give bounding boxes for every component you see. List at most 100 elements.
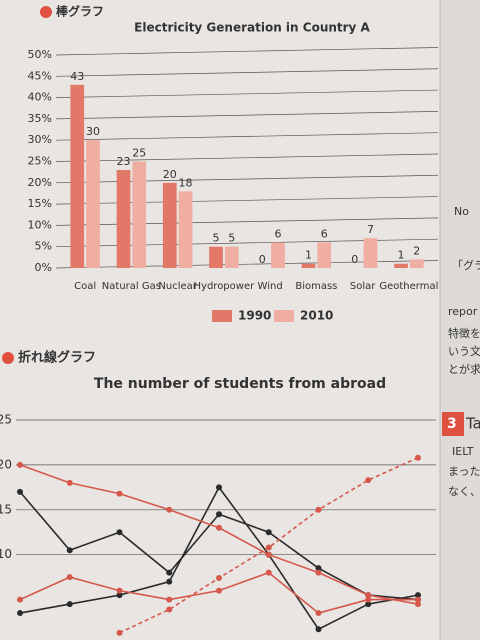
bar <box>224 246 239 268</box>
point <box>166 606 173 613</box>
y-tick-label: 20% <box>28 176 52 189</box>
point <box>216 587 222 594</box>
point <box>116 490 123 497</box>
x-tick-label: Geothermal <box>379 281 438 292</box>
y-tick-label: 50% <box>28 48 52 61</box>
bar <box>409 259 424 268</box>
value-label: 5 <box>213 232 220 245</box>
bar <box>178 191 193 268</box>
value-label: 1 <box>398 249 405 262</box>
y-tick-label: 5% <box>35 240 52 253</box>
bar <box>132 161 147 268</box>
value-label: 18 <box>178 176 192 189</box>
point <box>365 596 372 603</box>
point <box>415 592 421 599</box>
y-tick-label: 25 <box>0 413 12 427</box>
bar-heading: 棒グラフ <box>56 4 104 19</box>
point <box>17 461 23 468</box>
side-text: 「グラ <box>452 258 480 272</box>
point <box>166 506 173 513</box>
y-tick-label: 10 <box>0 547 12 561</box>
y-tick-label: 35% <box>28 112 52 125</box>
point <box>365 477 372 484</box>
value-label: 43 <box>70 70 84 83</box>
point <box>415 454 421 461</box>
y-tick-label: 0% <box>35 261 52 274</box>
bar <box>271 242 285 268</box>
bar <box>162 182 177 268</box>
point <box>17 596 23 603</box>
heading-icon <box>40 6 52 18</box>
y-tick-label: 25% <box>28 155 52 168</box>
line-heading: 折れ線グラフ <box>18 350 96 366</box>
x-tick-label: Coal <box>74 281 96 292</box>
grid-line <box>55 89 439 98</box>
point <box>415 596 421 603</box>
legend-swatch <box>274 310 294 322</box>
bar <box>301 263 316 268</box>
y-tick-label: 10% <box>28 218 52 231</box>
x-tick-label: Hydropower <box>194 281 256 292</box>
point <box>66 601 73 608</box>
side-text: 特徴を <box>448 326 480 340</box>
right-page <box>440 0 480 640</box>
point <box>216 511 222 518</box>
value-label: 7 <box>367 223 374 236</box>
value-label: 6 <box>321 227 328 240</box>
legend-swatch <box>212 310 232 322</box>
side-text: いう文 <box>448 344 480 358</box>
point <box>17 488 23 495</box>
y-tick-label: 40% <box>28 91 52 104</box>
point <box>166 596 173 603</box>
point <box>166 569 173 576</box>
chart-title: Electricity Generation in Country A <box>134 21 370 35</box>
value-label: 1 <box>305 249 312 262</box>
point <box>315 506 322 513</box>
point <box>415 601 421 608</box>
y-tick-label: 30% <box>28 133 52 146</box>
value-label: 30 <box>86 125 100 138</box>
bar <box>317 242 332 268</box>
side-text: とが求 <box>448 362 480 376</box>
x-tick-label: Natural Gas <box>102 281 161 292</box>
value-label: 20 <box>163 168 177 181</box>
point <box>315 569 322 576</box>
value-label: 0 <box>351 253 358 266</box>
point <box>265 551 272 558</box>
bar <box>363 238 378 268</box>
point <box>216 575 222 582</box>
grid-line <box>55 68 439 77</box>
grid-line <box>55 132 439 141</box>
bar <box>86 140 100 268</box>
point <box>265 529 272 536</box>
y-tick-label: 15 <box>0 502 12 516</box>
point <box>116 587 123 594</box>
legend-label: 1990 <box>238 309 271 323</box>
value-label: 2 <box>413 244 420 257</box>
side-text: 3 <box>447 416 457 432</box>
y-tick-label: 20 <box>0 457 12 471</box>
point <box>265 544 272 551</box>
x-tick-label: Nuclear <box>158 281 197 292</box>
value-label: 25 <box>132 147 146 160</box>
side-text: まった形 <box>448 465 480 478</box>
point <box>17 610 23 617</box>
grid-line <box>55 47 439 56</box>
point <box>116 592 123 599</box>
point <box>216 484 222 491</box>
side-text: Ta <box>465 415 480 433</box>
side-text: IELT <box>452 445 474 458</box>
value-label: 0 <box>259 253 266 266</box>
bar <box>209 246 223 268</box>
bar <box>116 170 131 268</box>
point <box>66 479 73 486</box>
legend-label: 2010 <box>300 309 333 323</box>
value-label: 6 <box>274 227 281 240</box>
side-text: No <box>454 205 469 218</box>
bar <box>394 263 408 268</box>
point <box>365 592 372 599</box>
grid-line <box>55 153 439 162</box>
point <box>166 578 173 585</box>
point <box>365 601 372 608</box>
